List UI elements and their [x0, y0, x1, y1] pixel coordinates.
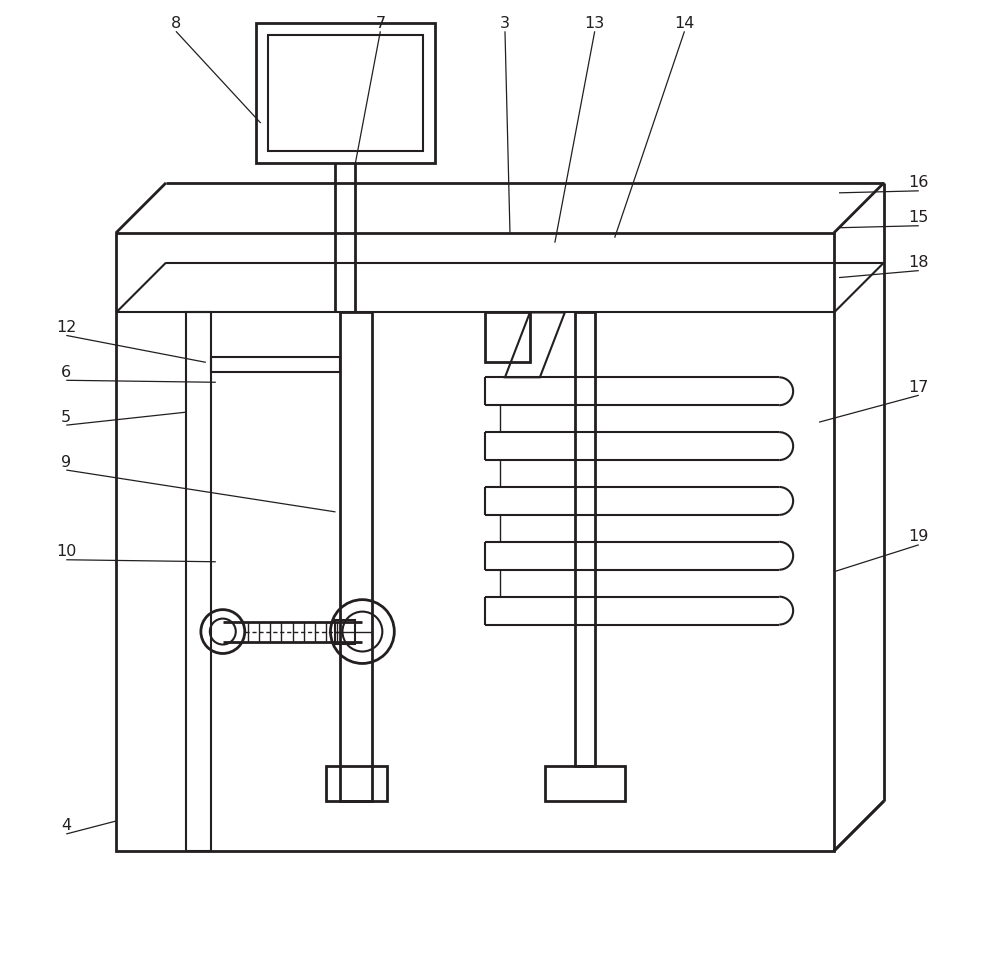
Bar [116, 233, 834, 851]
Text: 6: 6 [61, 365, 71, 380]
Bar [211, 357, 340, 372]
Bar [575, 313, 595, 767]
Bar [340, 313, 372, 801]
Text: 10: 10 [56, 545, 76, 559]
Text: 5: 5 [61, 410, 71, 425]
Text: 12: 12 [56, 320, 76, 335]
Text: 13: 13 [585, 16, 605, 31]
Text: 4: 4 [61, 818, 71, 834]
Bar [335, 619, 355, 643]
Bar [186, 313, 211, 851]
Bar [326, 767, 387, 801]
Bar [485, 313, 530, 363]
Text: 18: 18 [909, 256, 929, 270]
Bar [545, 767, 625, 801]
Text: 8: 8 [171, 16, 181, 31]
Bar [256, 23, 435, 163]
Text: 16: 16 [909, 175, 929, 190]
Text: 7: 7 [375, 16, 385, 31]
Text: 14: 14 [674, 16, 695, 31]
Text: 17: 17 [909, 380, 929, 395]
Text: 19: 19 [909, 529, 929, 545]
Text: 15: 15 [909, 211, 929, 225]
Text: 3: 3 [500, 16, 510, 31]
Text: 9: 9 [61, 455, 71, 470]
Bar [268, 35, 423, 151]
